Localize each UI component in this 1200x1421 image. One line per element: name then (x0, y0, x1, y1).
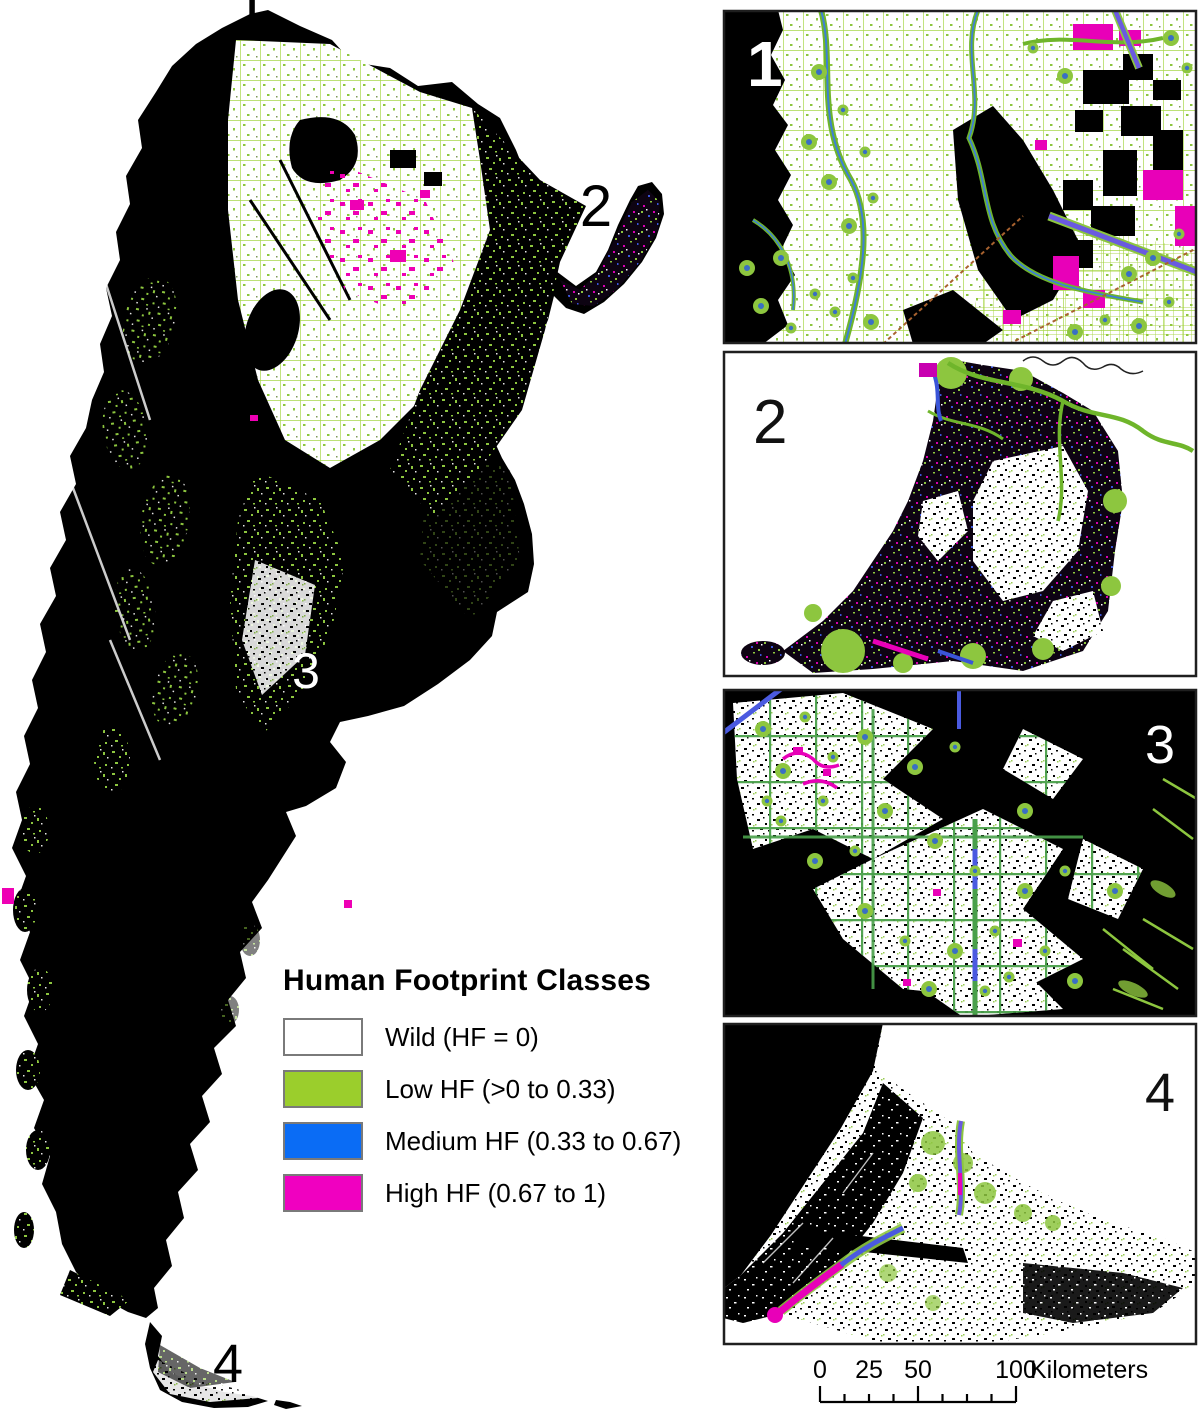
legend-label-low: Low HF (>0 to 0.33) (385, 1073, 616, 1104)
scale-tick-100: 100 (995, 1356, 1037, 1384)
main-callout-3: 3 (292, 643, 320, 699)
legend-swatch-high (283, 1174, 363, 1212)
legend-row-medium: Medium HF (0.33 to 0.67) (283, 1122, 723, 1160)
legend-label-wild: Wild (HF = 0) (385, 1021, 539, 1052)
main-callout-1: 1 (234, 0, 268, 40)
legend-swatch-medium (283, 1122, 363, 1160)
main-callout-4: 4 (213, 1334, 243, 1394)
legend: Human Footprint Classes Wild (HF = 0) Lo… (283, 964, 723, 1226)
main-map-argentina (2, 10, 664, 1409)
main-callout-2: 2 (580, 174, 612, 239)
inset-1-label: 1 (747, 28, 783, 100)
legend-row-wild: Wild (HF = 0) (283, 1018, 723, 1056)
inset-panel-2: 2 (722, 350, 1198, 678)
scale-bar-ruler (818, 1386, 1018, 1404)
legend-label-high: High HF (0.67 to 1) (385, 1177, 607, 1208)
legend-row-high: High HF (0.67 to 1) (283, 1174, 723, 1212)
inset-3-label: 3 (1145, 715, 1175, 775)
legend-title: Human Footprint Classes (283, 964, 651, 997)
legend-swatch-low (283, 1070, 363, 1108)
inset-panel-1: 1 (722, 9, 1198, 345)
legend-row-low: Low HF (>0 to 0.33) (283, 1070, 723, 1108)
inset-4-label: 4 (1145, 1063, 1175, 1123)
scale-tick-0: 0 (813, 1356, 827, 1384)
scale-bar: 0 25 50 100 Kilometers (813, 1356, 1148, 1404)
inset-panel-4: 4 (722, 1022, 1198, 1346)
legend-label-medium: Medium HF (0.33 to 0.67) (385, 1125, 682, 1156)
scale-tick-50: 50 (904, 1356, 932, 1384)
inset-2-label: 2 (753, 388, 787, 457)
scale-unit-label: Kilometers (1030, 1356, 1148, 1384)
inset-panel-3: 3 (722, 688, 1198, 1018)
legend-swatch-wild (283, 1018, 363, 1056)
scale-tick-25: 25 (855, 1356, 883, 1384)
